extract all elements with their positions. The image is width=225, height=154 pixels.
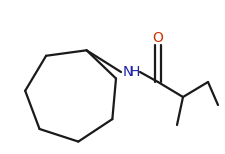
- Text: O: O: [152, 31, 163, 45]
- Text: N: N: [122, 65, 133, 79]
- Text: H: H: [129, 65, 140, 79]
